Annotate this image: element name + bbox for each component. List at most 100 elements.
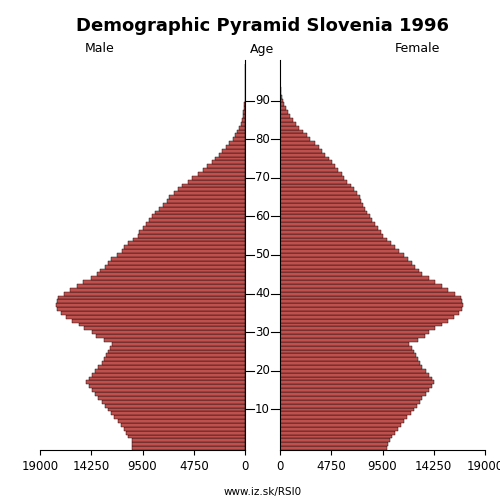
Bar (280, 210, 368, 214)
Bar (280, 296, 462, 300)
Bar (108, 350, 245, 354)
Bar (280, 141, 314, 145)
Bar (170, 195, 245, 199)
Bar (280, 427, 398, 430)
Bar (242, 114, 245, 118)
Bar (280, 156, 328, 160)
Bar (226, 145, 245, 149)
Bar (104, 338, 245, 342)
Bar (280, 218, 372, 222)
Bar (280, 292, 455, 296)
Bar (280, 365, 422, 369)
Bar (280, 408, 414, 412)
Bar (280, 280, 436, 284)
Bar (280, 126, 299, 130)
Bar (280, 354, 416, 358)
Bar (280, 134, 307, 137)
Bar (96, 334, 245, 338)
Bar (104, 404, 245, 407)
Bar (280, 226, 378, 230)
Bar (280, 257, 408, 261)
Bar (156, 210, 245, 214)
Bar (70, 288, 245, 292)
Bar (280, 172, 342, 176)
Bar (124, 427, 245, 430)
Text: www.iz.sk/RSI0: www.iz.sk/RSI0 (224, 487, 302, 497)
Bar (152, 214, 245, 218)
Bar (92, 330, 245, 334)
Bar (280, 149, 322, 152)
Bar (280, 338, 418, 342)
Bar (95, 392, 245, 396)
Bar (280, 110, 288, 114)
Bar (98, 396, 245, 400)
Bar (280, 430, 396, 434)
Bar (95, 369, 245, 373)
Bar (122, 249, 245, 253)
Bar (280, 318, 448, 322)
Bar (121, 423, 245, 427)
Bar (280, 400, 420, 404)
Bar (88, 384, 245, 388)
Text: 50: 50 (255, 248, 270, 262)
Bar (280, 272, 422, 276)
Bar (111, 412, 245, 415)
Bar (280, 311, 459, 315)
Bar (280, 114, 290, 118)
Bar (280, 419, 404, 423)
Bar (98, 365, 245, 369)
Bar (76, 284, 245, 288)
Bar (280, 380, 434, 384)
Bar (280, 315, 454, 318)
Bar (280, 358, 418, 361)
Bar (280, 396, 422, 400)
Bar (244, 102, 245, 106)
Bar (280, 276, 429, 280)
Bar (163, 203, 245, 206)
Bar (280, 307, 462, 311)
Bar (84, 326, 245, 330)
Bar (92, 388, 245, 392)
Bar (280, 304, 464, 307)
Bar (174, 192, 245, 195)
Bar (242, 118, 245, 122)
Bar (238, 130, 245, 134)
Bar (132, 438, 245, 442)
Bar (280, 192, 356, 195)
Bar (280, 122, 296, 126)
Bar (280, 180, 347, 184)
Bar (128, 434, 245, 438)
Bar (280, 102, 284, 106)
Bar (280, 438, 390, 442)
Bar (280, 106, 285, 110)
Bar (108, 408, 245, 412)
Bar (132, 446, 245, 450)
Bar (92, 373, 245, 376)
Bar (280, 214, 370, 218)
Bar (280, 137, 310, 141)
Bar (280, 145, 319, 149)
Bar (100, 268, 245, 272)
Bar (198, 172, 245, 176)
Bar (124, 246, 245, 249)
Bar (280, 130, 302, 134)
Bar (215, 156, 245, 160)
Text: 70: 70 (255, 172, 270, 184)
Bar (280, 350, 414, 354)
Bar (280, 168, 338, 172)
Bar (133, 238, 245, 242)
Bar (149, 218, 245, 222)
Bar (280, 199, 361, 203)
Bar (64, 292, 245, 296)
Bar (102, 361, 245, 365)
Bar (280, 206, 365, 210)
Bar (280, 300, 462, 304)
Bar (280, 446, 387, 450)
Bar (280, 369, 426, 373)
Bar (86, 380, 245, 384)
Bar (280, 346, 411, 350)
Bar (280, 288, 448, 292)
Bar (280, 322, 442, 326)
Bar (58, 307, 245, 311)
Text: Demographic Pyramid Slovenia 1996: Demographic Pyramid Slovenia 1996 (76, 17, 449, 35)
